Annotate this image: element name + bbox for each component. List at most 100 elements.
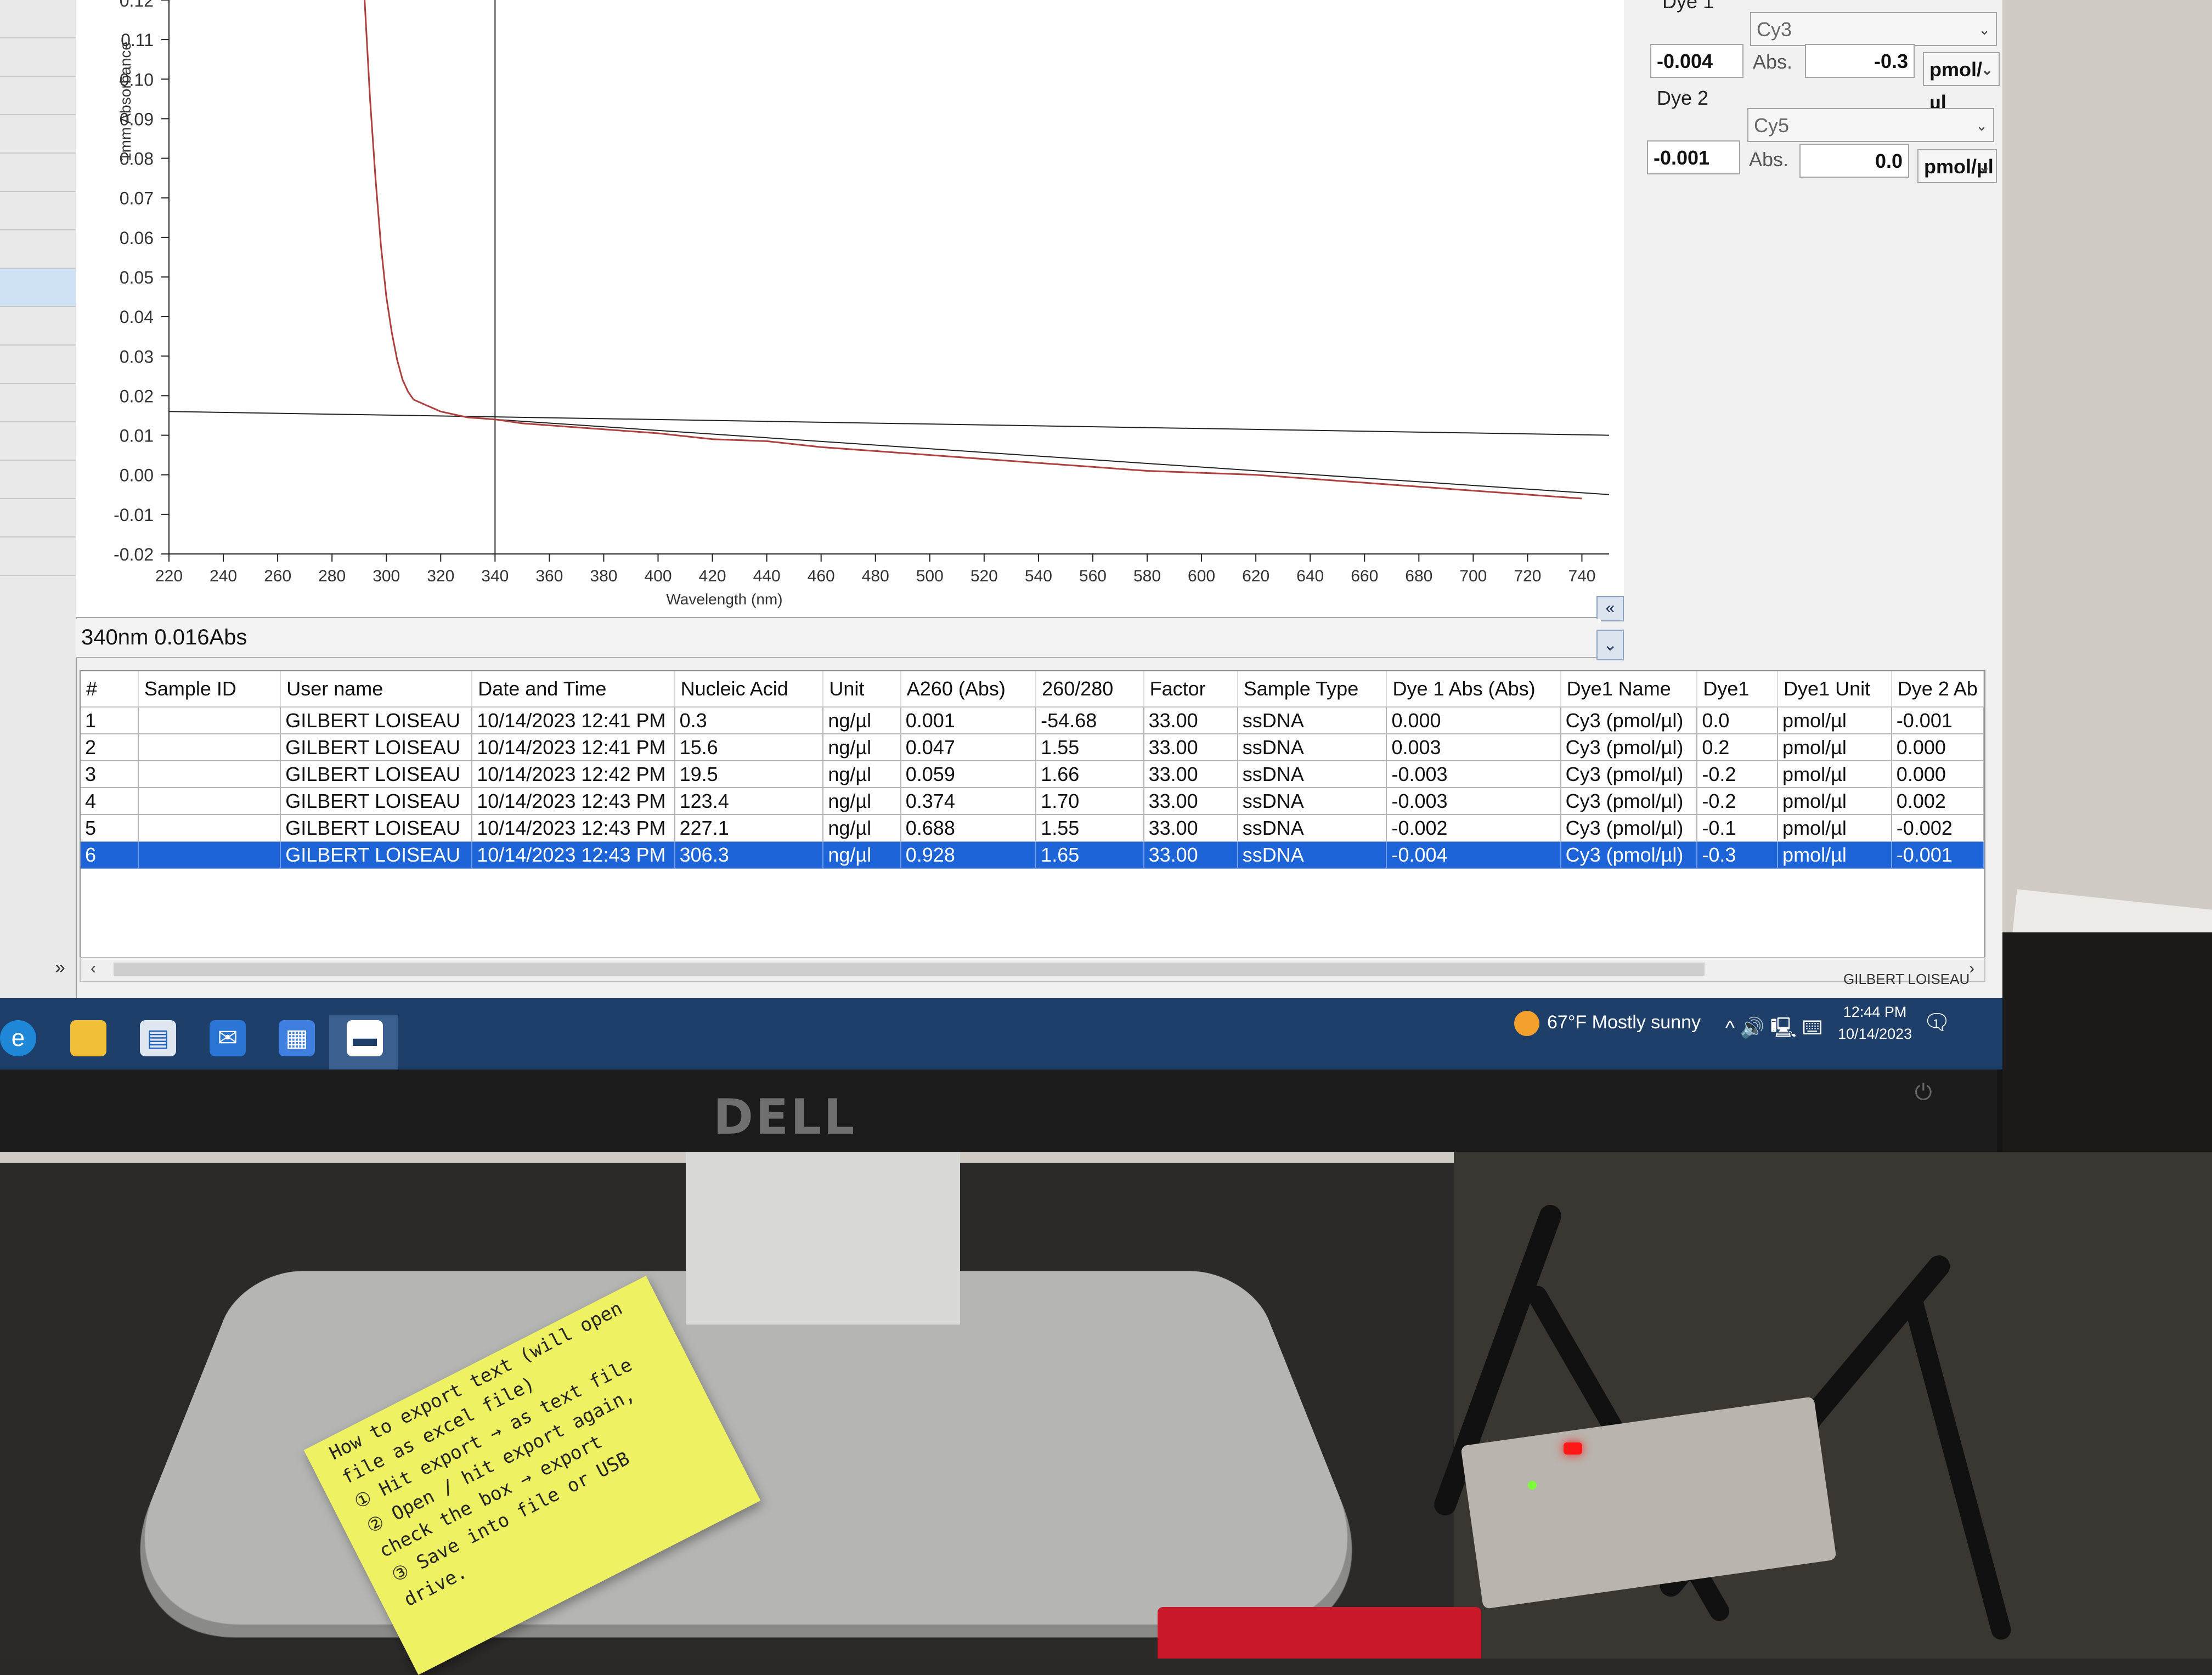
column-header[interactable]: 260/280 [1036,671,1143,707]
table-cell: GILBERT LOISEAU [280,788,472,814]
mail-icon[interactable]: ✉ [210,1020,246,1056]
table-cell: 1 [81,707,138,734]
collapse-left-icon[interactable]: « [1596,596,1624,621]
network-icon[interactable]: 🖳 [1770,1016,1797,1039]
column-header[interactable]: Sample Type [1238,671,1387,707]
left-panel-row[interactable] [0,346,76,384]
left-panel-row[interactable] [0,307,76,346]
language-icon[interactable]: ⌨ [1802,1016,1822,1039]
dye2-name-value: Cy5 [1754,114,1789,137]
double-chevron-right-icon[interactable]: » [55,957,65,978]
table-cell: 306.3 [675,841,823,868]
expand-down-icon[interactable]: ⌄ [1596,630,1624,660]
table-cell: 10/14/2023 12:42 PM [472,761,674,788]
left-panel-row[interactable] [0,422,76,461]
volume-icon[interactable]: 🔊 [1740,1016,1765,1039]
column-header[interactable]: Unit [823,671,900,707]
column-header[interactable]: Date and Time [472,671,674,707]
dye2-abs-field[interactable]: 0.0 [1799,144,1909,178]
clock[interactable]: 12:44 PM 10/14/2023 [1838,1001,1912,1045]
dye2-unit-select[interactable]: pmol/µl ⌄ [1917,149,1997,183]
logged-in-user: GILBERT LOISEAU [1843,971,1970,988]
table-cell: 10/14/2023 12:43 PM [472,814,674,841]
file-explorer-icon[interactable] [70,1020,106,1056]
system-tray[interactable]: ^ 🔊 🖳 ⌨ [1725,1014,1822,1047]
left-panel-row[interactable] [0,77,76,115]
table-cell: -0.2 [1697,761,1778,788]
table-cell: ng/µl [823,788,900,814]
scrollbar-thumb[interactable] [114,963,1705,976]
dye1-abs-field[interactable]: -0.3 [1805,44,1915,78]
edge-icon[interactable]: e [0,1020,36,1056]
scroll-right-icon[interactable]: › [1969,959,1974,978]
left-panel-row[interactable] [0,38,76,77]
table-cell: 0.928 [901,841,1036,868]
left-panel-row[interactable] [0,154,76,192]
dye1-name-select[interactable]: Cy3 ⌄ [1750,12,1997,46]
table-cell: 0.003 [1386,734,1560,761]
table-row[interactable]: 2 GILBERT LOISEAU 10/14/2023 12:41 PM 15.6 n… [81,734,1984,761]
weather-widget[interactable]: 67°F Mostly sunny [1514,1011,1701,1036]
screen: » 0.12 0.11 0.10 0.09 0.08 0.07 0.06 0.05 0.04 0.… [0,0,2002,1069]
dye2-abs-label: Abs. [1749,148,1788,171]
column-header[interactable]: Dye1 [1697,671,1778,707]
table-cell: ng/µl [823,814,900,841]
column-header[interactable]: Factor [1144,671,1238,707]
left-panel-row[interactable] [0,499,76,537]
left-panel-row[interactable] [0,0,76,38]
left-panel-row[interactable] [0,230,76,269]
store-icon[interactable]: ▤ [140,1020,176,1056]
chevron-up-icon[interactable]: ^ [1725,1016,1735,1039]
column-header[interactable]: Dye1 Unit [1778,671,1892,707]
x-tick-label: 340 [481,567,509,585]
column-header[interactable]: Dye 1 Abs (Abs) [1386,671,1560,707]
table-cell: 2 [81,734,138,761]
table-cell: 5 [81,814,138,841]
left-panel-row[interactable] [0,115,76,154]
table-cell: 0.047 [901,734,1036,761]
table-header-row: # Sample ID User name Date and Time Nucleic … [81,671,1984,707]
monitor-chin [0,1069,1997,1152]
table-row[interactable]: 1 GILBERT LOISEAU 10/14/2023 12:41 PM 0.3 ng… [81,707,1984,734]
spectrum-plot[interactable]: 0.12 0.11 0.10 0.09 0.08 0.07 0.06 0.05 0.04 0.03… [76,0,1624,618]
table-cell: GILBERT LOISEAU [280,814,472,841]
y-tick-label: -0.02 [114,545,154,564]
y-tick-label: 0.04 [120,307,154,327]
table-cell: ng/µl [823,734,900,761]
left-panel-row[interactable] [0,537,76,576]
left-panel-row[interactable] [0,461,76,499]
table-cell: ssDNA [1238,734,1387,761]
column-header[interactable]: A260 (Abs) [901,671,1036,707]
column-header[interactable]: Dye1 Name [1561,671,1697,707]
table-cell: Cy3 (pmol/µl) [1561,734,1697,761]
chevron-down-icon: ⌄ [1978,150,1990,183]
dye1-unit-select[interactable]: pmol/µl ⌄ [1923,52,2000,86]
left-panel-row[interactable] [0,384,76,422]
table-row[interactable]: 3 GILBERT LOISEAU 10/14/2023 12:42 PM 19.5 n… [81,761,1984,788]
spectrum-series-line [365,0,1582,499]
table-cell: GILBERT LOISEAU [280,707,472,734]
table-cell [138,734,280,761]
table-cell: 0.059 [901,761,1036,788]
column-header[interactable]: User name [280,671,472,707]
column-header[interactable]: Nucleic Acid [675,671,823,707]
table-cell: 10/14/2023 12:41 PM [472,707,674,734]
notification-icon[interactable]: 🗨 1 [1923,1009,1953,1039]
x-tick-label: 300 [373,567,400,585]
column-header[interactable]: Dye 2 Ab [1892,671,1984,707]
table-row[interactable]: 6 GILBERT LOISEAU 10/14/2023 12:43 PM 306.3… [81,841,1984,868]
left-panel-row-selected[interactable] [0,269,76,307]
x-axis-label: Wavelength (nm) [666,591,782,608]
table-row[interactable]: 4 GILBERT LOISEAU 10/14/2023 12:43 PM 123.4… [81,788,1984,814]
table-row[interactable]: 5 GILBERT LOISEAU 10/14/2023 12:43 PM 227.1… [81,814,1984,841]
column-header[interactable]: Sample ID [138,671,280,707]
horizontal-scrollbar[interactable]: ‹ › [80,957,1985,982]
column-header[interactable]: # [81,671,138,707]
nanodrop-app-icon[interactable]: ▬ [347,1020,383,1056]
scroll-left-icon[interactable]: ‹ [91,959,96,978]
table-cell: -0.002 [1386,814,1560,841]
power-icon[interactable]: ⏻ [1915,1080,1932,1105]
app-grid-icon[interactable]: ▦ [279,1020,315,1056]
dye2-name-select[interactable]: Cy5 ⌄ [1747,108,1994,142]
left-panel-row[interactable] [0,192,76,230]
